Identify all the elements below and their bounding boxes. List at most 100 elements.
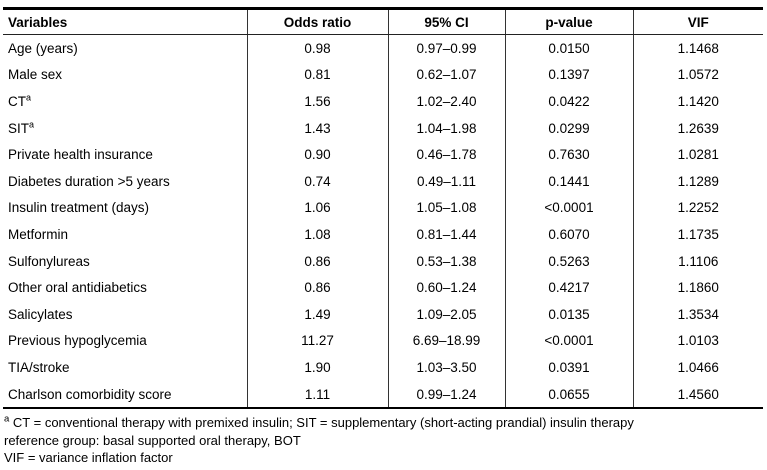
cell-vif: 1.2639 [632, 114, 763, 142]
cell-95-ci: 1.09–2.05 [387, 300, 505, 328]
cell-vif: 1.1860 [632, 274, 763, 301]
footnote-line-1: a CT = conventional therapy with premixe… [4, 414, 763, 432]
cell-p-value: 0.0299 [504, 114, 633, 142]
cell-variable: Insulin treatment (days) [8, 200, 150, 216]
cell-p-value: <0.0001 [504, 327, 633, 355]
regression-results-table: Variables Odds ratio 95% CI p-value VIF … [3, 7, 763, 410]
cell-vif: 1.3534 [632, 300, 763, 328]
cell-95-ci: 0.81–1.44 [387, 221, 505, 248]
cell-odds-ratio: 1.49 [246, 300, 388, 328]
cell-variable: Diabetes duration >5 years [8, 173, 170, 189]
cell-95-ci: 0.49–1.11 [387, 167, 505, 195]
footnote-line-3: VIF = variance inflation factor [4, 450, 173, 466]
cell-95-ci: 0.53–1.38 [387, 247, 505, 275]
cell-vif: 1.1106 [632, 247, 763, 275]
table-row: TIA/stroke 1.90 1.03–3.50 0.0391 1.0466 [3, 354, 763, 381]
cell-p-value: 0.0655 [504, 380, 633, 409]
footnote-line-2: reference group: basal supported oral th… [4, 432, 301, 448]
cell-vif: 1.1735 [632, 221, 763, 248]
table-row: Age (years) 0.98 0.97–0.99 0.0150 1.1468 [3, 34, 763, 62]
cell-vif: 1.0281 [632, 141, 763, 168]
cell-p-value: 0.1441 [504, 167, 633, 195]
header-row: Variables Odds ratio 95% CI p-value VIF [3, 8, 763, 35]
cell-odds-ratio: 0.74 [246, 167, 388, 195]
cell-95-ci: 0.97–0.99 [387, 34, 505, 62]
cell-95-ci: 6.69–18.99 [387, 327, 505, 355]
cell-p-value: 0.4217 [504, 274, 633, 301]
cell-p-value: 0.5263 [504, 247, 633, 275]
table-body: Age (years) 0.98 0.97–0.99 0.0150 1.1468 Male… [3, 34, 763, 409]
cell-p-value: 0.1397 [504, 61, 633, 89]
cell-odds-ratio: 0.98 [246, 34, 388, 62]
cell-vif: 1.1289 [632, 167, 763, 195]
variable-superscript: a [26, 92, 32, 103]
cell-p-value: 0.7630 [504, 141, 633, 168]
column-header-odds-ratio: Odds ratio [246, 8, 388, 35]
cell-odds-ratio: 1.43 [246, 114, 388, 142]
table-row: CTa 1.56 1.02–2.40 0.0422 1.1420 [3, 88, 763, 115]
column-header-95-ci: 95% CI [387, 8, 505, 35]
table-row: Other oral antidiabetics 0.86 0.60–1.24 0.4… [3, 274, 763, 301]
cell-variable: Metformin [8, 226, 69, 242]
cell-variable: Age (years) [8, 40, 78, 56]
column-header-p-value: p-value [504, 8, 633, 35]
cell-95-ci: 0.99–1.24 [387, 380, 505, 409]
cell-odds-ratio: 0.86 [246, 247, 388, 275]
cell-95-ci: 1.05–1.08 [387, 194, 505, 222]
footnote-superscript: a [4, 413, 10, 425]
cell-odds-ratio: 1.56 [246, 88, 388, 115]
table-row: Salicylates 1.49 1.09–2.05 0.0135 1.3534 [3, 300, 763, 328]
cell-variable: SITa [8, 119, 35, 136]
cell-vif: 1.0466 [632, 354, 763, 381]
cell-p-value: 0.0150 [504, 34, 633, 62]
cell-odds-ratio: 11.27 [246, 327, 388, 355]
cell-variable: Sulfonylureas [8, 253, 90, 269]
cell-p-value: 0.0391 [504, 354, 633, 381]
table-row: SITa 1.43 1.04–1.98 0.0299 1.2639 [3, 114, 763, 142]
cell-vif: 1.0103 [632, 327, 763, 355]
cell-variable: CTa [8, 92, 32, 109]
cell-odds-ratio: 1.08 [246, 221, 388, 248]
cell-95-ci: 1.02–2.40 [387, 88, 505, 115]
table-row: Sulfonylureas 0.86 0.53–1.38 0.5263 1.1106 [3, 247, 763, 275]
cell-p-value: 0.0135 [504, 300, 633, 328]
cell-p-value: 0.0422 [504, 88, 633, 115]
table-row: Charlson comorbidity score 1.11 0.99–1.24 0… [3, 380, 763, 409]
cell-95-ci: 0.46–1.78 [387, 141, 505, 168]
cell-odds-ratio: 0.90 [246, 141, 388, 168]
table-row: Metformin 1.08 0.81–1.44 0.6070 1.1735 [3, 221, 763, 248]
variable-superscript: a [29, 119, 35, 130]
cell-vif: 1.2252 [632, 194, 763, 222]
cell-variable: Salicylates [8, 306, 73, 322]
footnote-text-1: CT = conventional therapy with premixed … [12, 415, 634, 431]
cell-p-value: 0.6070 [504, 221, 633, 248]
table-row: Previous hypoglycemia 11.27 6.69–18.99 <0.0… [3, 327, 763, 355]
cell-odds-ratio: 1.11 [246, 380, 388, 409]
cell-95-ci: 0.62–1.07 [387, 61, 505, 89]
cell-vif: 1.4560 [632, 380, 763, 409]
table-row: Insulin treatment (days) 1.06 1.05–1.08 <0.… [3, 194, 763, 222]
column-header-vif: VIF [632, 8, 763, 35]
cell-vif: 1.1468 [632, 34, 763, 62]
cell-vif: 1.1420 [632, 88, 763, 115]
cell-variable: Previous hypoglycemia [8, 333, 147, 349]
table-row: Private health insurance 0.90 0.46–1.78 0.7… [3, 141, 763, 168]
table-row: Diabetes duration >5 years 0.74 0.49–1.11 0… [3, 167, 763, 195]
cell-95-ci: 1.03–3.50 [387, 354, 505, 381]
cell-odds-ratio: 1.06 [246, 194, 388, 222]
cell-odds-ratio: 0.86 [246, 274, 388, 301]
cell-odds-ratio: 1.90 [246, 354, 388, 381]
column-header-variables: Variables [3, 8, 247, 35]
cell-variable: Other oral antidiabetics [8, 280, 147, 296]
table-footnotes: a CT = conventional therapy with premixe… [3, 414, 763, 467]
cell-vif: 1.0572 [632, 61, 763, 89]
cell-variable: TIA/stroke [8, 359, 70, 375]
cell-p-value: <0.0001 [504, 194, 633, 222]
cell-variable: Charlson comorbidity score [8, 386, 172, 402]
cell-95-ci: 0.60–1.24 [387, 274, 505, 301]
cell-variable: Private health insurance [8, 147, 153, 163]
cell-variable: Male sex [8, 67, 63, 83]
cell-95-ci: 1.04–1.98 [387, 114, 505, 142]
table-row: Male sex 0.81 0.62–1.07 0.1397 1.0572 [3, 61, 763, 89]
